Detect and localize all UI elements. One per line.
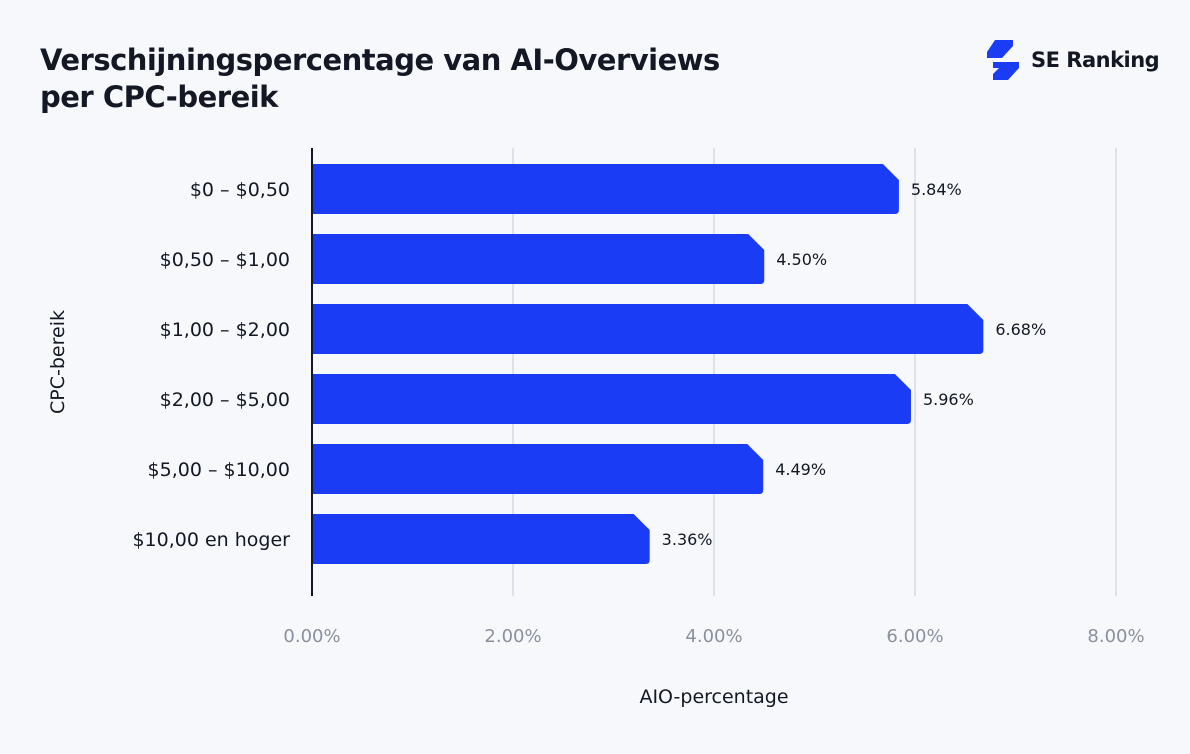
bar (312, 514, 650, 564)
se-ranking-logo-icon (987, 40, 1019, 80)
data-label: 4.50% (776, 250, 827, 269)
data-label: 4.49% (775, 460, 826, 479)
x-tick-label: 0.00% (283, 626, 340, 647)
x-tick-label: 8.00% (1087, 626, 1144, 647)
chart-title: Verschijningspercentage van AI-Overviews… (40, 42, 840, 116)
x-tick-label: 2.00% (484, 626, 541, 647)
x-axis-label: AIO-percentage (639, 686, 789, 708)
data-label: 5.84% (911, 180, 962, 199)
title-line-2: per CPC-bereik (40, 80, 278, 114)
y-axis-label: CPC-bereik (47, 310, 69, 414)
bar (312, 234, 765, 284)
title-line-1: Verschijningspercentage van AI-Overviews (40, 43, 720, 77)
x-tick-label: 4.00% (685, 626, 742, 647)
data-label: 6.68% (995, 320, 1046, 339)
brand-logo: SE Ranking (985, 40, 1160, 80)
y-tick-label: $5,00 – $10,00 (148, 459, 290, 481)
bar (312, 304, 984, 354)
y-tick-label: $2,00 – $5,00 (160, 389, 290, 411)
brand-name: SE Ranking (1031, 48, 1160, 72)
bar (312, 374, 911, 424)
y-tick-label: $1,00 – $2,00 (160, 319, 290, 341)
data-label: 5.96% (923, 390, 974, 409)
y-tick-label: $0 – $0,50 (190, 179, 290, 201)
x-tick-label: 6.00% (886, 626, 943, 647)
y-tick-label: $0,50 – $1,00 (160, 249, 290, 271)
y-tick-label: $10,00 en hoger (132, 529, 290, 551)
data-label: 3.36% (662, 530, 713, 549)
bar (312, 164, 899, 214)
bar (312, 444, 764, 494)
